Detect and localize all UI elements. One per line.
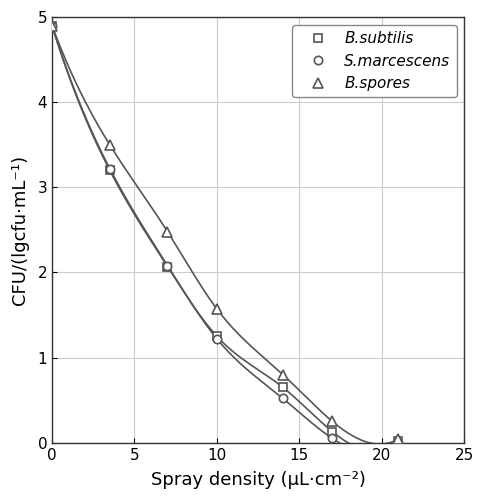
X-axis label: Spray density (μL·cm⁻²): Spray density (μL·cm⁻²) <box>151 471 365 489</box>
B.spores <box>394 436 400 442</box>
B.subtilis <box>49 22 55 28</box>
B.subtilis <box>394 438 400 444</box>
S.marcescens <box>164 262 170 268</box>
B.spores <box>329 418 334 424</box>
Line: B.subtilis: B.subtilis <box>48 22 402 445</box>
B.subtilis <box>329 428 334 434</box>
S.marcescens <box>329 436 334 442</box>
Line: B.spores: B.spores <box>47 21 402 444</box>
Legend: B.subtilis, S.marcescens, B.spores: B.subtilis, S.marcescens, B.spores <box>292 25 455 98</box>
S.marcescens <box>213 336 219 342</box>
B.subtilis <box>106 168 112 173</box>
B.spores <box>213 306 219 312</box>
S.marcescens <box>279 396 285 402</box>
B.spores <box>49 22 55 28</box>
Line: S.marcescens: S.marcescens <box>48 22 402 447</box>
S.marcescens <box>49 22 55 28</box>
B.subtilis <box>213 334 219 340</box>
Y-axis label: CFU/(lgcfu·mL⁻¹): CFU/(lgcfu·mL⁻¹) <box>11 155 29 305</box>
B.spores <box>164 228 170 234</box>
B.spores <box>106 142 112 148</box>
B.subtilis <box>164 264 170 270</box>
B.subtilis <box>279 384 285 390</box>
S.marcescens <box>106 166 112 172</box>
B.spores <box>279 372 285 378</box>
S.marcescens <box>394 440 400 446</box>
